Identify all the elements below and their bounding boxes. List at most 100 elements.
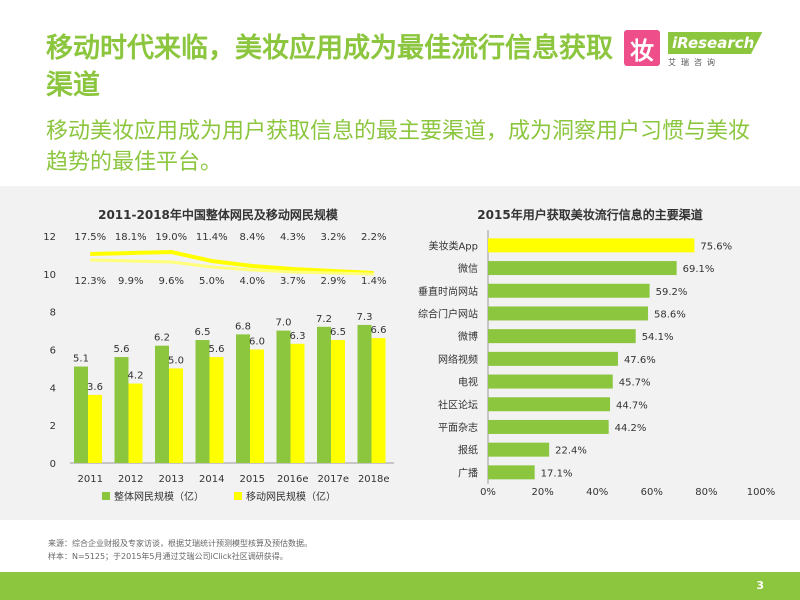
chart1-x-tick: 2012: [118, 474, 143, 485]
chart2-bar: [488, 442, 550, 457]
chart2-category-label: 微博: [458, 330, 478, 343]
chart1-label-mobile: 4.2: [128, 371, 144, 382]
chart1-label-mobile: 5.6: [209, 344, 225, 355]
chart1-growth-label-mobile: 18.1%: [115, 232, 147, 243]
chart2-bar: [488, 419, 609, 434]
chart1-growth-label-mobile: 17.5%: [74, 232, 106, 243]
page-title: 移动时代来临，美妆应用成为最佳流行信息获取渠道: [46, 33, 613, 101]
chart2-bar: [488, 374, 613, 389]
chart1-bar-total: [276, 330, 291, 463]
chart1-bar-mobile: [290, 343, 305, 463]
chart2-category-label: 综合门户网站: [418, 307, 478, 320]
chart2-value-label: 69.1%: [683, 264, 715, 275]
chart1-x-tick: 2014: [199, 474, 224, 485]
chart2-x-tick: 60%: [641, 487, 663, 498]
footnote-sample: 样本：N=5125；于2015年5月通过艾瑞公司iClick社区调研获得。: [48, 552, 288, 561]
chart1-y-tick: 10: [43, 270, 56, 281]
chart1-y-tick: 6: [50, 346, 56, 357]
chart2-value-label: 54.1%: [642, 332, 674, 343]
chart2-x-tick: 40%: [586, 487, 608, 498]
chart1-bar-total: [195, 340, 210, 463]
page-subtitle: 移动美妆应用成为用户获取信息的最主要渠道，成为洞察用户习惯与美妆趋势的最佳平台。: [46, 119, 751, 175]
chart1-x-tick: 2017e: [317, 474, 349, 485]
chart2-bar: [488, 306, 648, 321]
chart1-bar-total: [74, 366, 88, 463]
chart2-value-label: 22.4%: [555, 446, 587, 457]
footnote-source: 来源：综合企业财报及专家访谈，根据艾瑞统计预测模型核算及预估数据。: [48, 539, 312, 548]
chart1-growth-label-mobile: 2.2%: [361, 232, 386, 243]
chart2-bar: [488, 465, 535, 480]
chart1-label-total: 6.5: [195, 327, 211, 338]
chart2-category-label: 垂直时尚网站: [418, 285, 478, 298]
page-number: 3: [756, 579, 764, 592]
chart1-label-mobile: 6.5: [330, 327, 346, 338]
chart2-title: 2015年用户获取美妆流行信息的主要渠道: [477, 207, 702, 222]
chart1-label-total: 5.1: [73, 354, 89, 365]
chart1-growth-label-total: 9.9%: [118, 276, 143, 287]
chart1-growth-label-total: 9.6%: [159, 276, 184, 287]
chart1-bar-mobile: [209, 357, 224, 463]
chart1-growth-label-total: 3.7%: [280, 276, 305, 287]
chart2-category-label: 报纸: [458, 444, 478, 457]
chart1-legend-swatch-mobile: [234, 492, 242, 500]
chart1-label-mobile: 5.0: [168, 355, 184, 366]
chart1-label-mobile: 3.6: [87, 382, 103, 393]
chart1-bar-total: [236, 334, 250, 463]
chart2-category-label: 广播: [458, 466, 478, 479]
chart1-y-tick: 4: [50, 383, 56, 394]
chart1-bar-total: [114, 357, 129, 463]
chart1-growth-label-total: 12.3%: [74, 276, 106, 287]
chart2-value-label: 44.2%: [615, 423, 647, 434]
chart1-label-total: 7.2: [316, 314, 332, 325]
iresearch-logo-text: iResearch: [668, 32, 763, 54]
chart1-label-mobile: 6.6: [371, 325, 387, 336]
chart1-bar-mobile: [128, 383, 143, 463]
chart1-growth-line-total: [90, 258, 374, 276]
chart1-bar-total: [155, 345, 169, 463]
chart2-category-label: 平面杂志: [438, 421, 478, 434]
chart1-bar-mobile: [371, 338, 386, 463]
chart1-growth-line-mobile: [90, 249, 374, 275]
chart2-value-label: 59.2%: [656, 287, 688, 298]
chart1-growth-label-total: 4.0%: [240, 276, 265, 287]
chart2-category-label: 微信: [458, 262, 478, 275]
chart2-x-tick: 20%: [531, 487, 553, 498]
chart1-x-tick: 2013: [159, 474, 184, 485]
chart1-label-mobile: 6.0: [249, 337, 265, 348]
iresearch-logo-cn: 艾瑞咨询: [668, 58, 720, 67]
chart2-category-label: 网络视频: [438, 353, 478, 366]
chart1-bar-total: [357, 324, 372, 463]
chart2-category-label: 美妆类App: [428, 239, 478, 252]
chart1-y-tick: 2: [50, 421, 56, 432]
chart1-growth-label-mobile: 11.4%: [196, 232, 228, 243]
chart1-label-total: 7.3: [357, 312, 373, 323]
chart1-label-total: 5.6: [114, 344, 130, 355]
chart1-title: 2011-2018年中国整体网民及移动网民规模: [98, 207, 339, 222]
chart1-x-tick: 2016e: [277, 474, 309, 485]
chart1-growth-label-mobile: 4.3%: [280, 232, 305, 243]
chart2-x-tick: 0%: [480, 487, 496, 498]
chart2-value-label: 58.6%: [654, 309, 686, 320]
chart1-growth-label-mobile: 8.4%: [240, 232, 265, 243]
bottom-bar: 3: [0, 572, 800, 600]
chart2-value-label: 75.6%: [700, 241, 732, 252]
iresearch-logo: iResearch 艾瑞咨询: [668, 32, 763, 72]
chart2-value-label: 44.7%: [616, 400, 648, 411]
chart2-x-tick: 100%: [747, 487, 776, 498]
chart1-y-tick: 12: [43, 232, 56, 243]
chart1-growth-label-total: 1.4%: [361, 276, 386, 287]
chart1-legend-total: 整体网民规模（亿）: [114, 490, 204, 503]
chart1-growth-label-mobile: 3.2%: [321, 232, 346, 243]
chart1-x-tick: 2018e: [358, 474, 390, 485]
chart1-bar-mobile: [331, 340, 345, 463]
chart1-x-tick: 2015: [240, 474, 265, 485]
chart1-bar-total: [317, 326, 331, 463]
chart1-bar-mobile: [169, 368, 183, 463]
chart1-growth-label-total: 5.0%: [199, 276, 224, 287]
chart2-bar: [488, 283, 650, 298]
chart1-label-mobile: 6.3: [290, 331, 306, 342]
chart1-x-tick: 2011: [78, 474, 103, 485]
chart1-growth-label-mobile: 19.0%: [155, 232, 187, 243]
chart2-bar: [488, 397, 611, 412]
